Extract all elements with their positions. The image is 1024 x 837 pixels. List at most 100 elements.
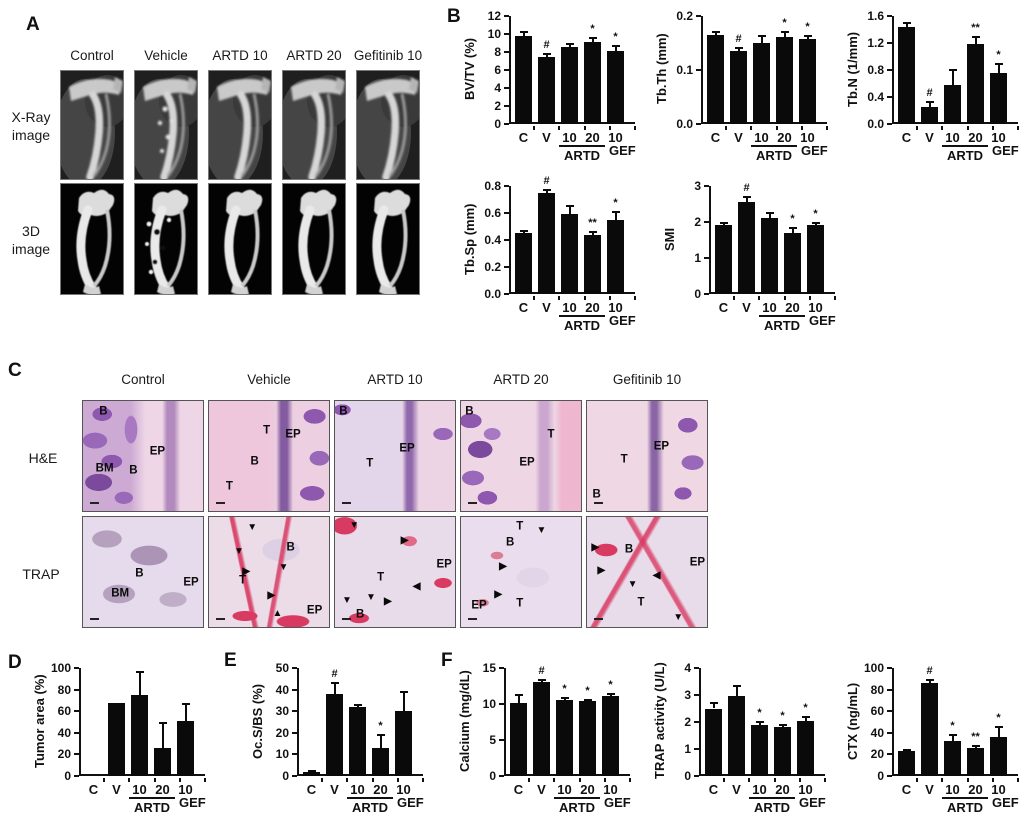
error-bar-cap [399, 690, 408, 693]
y-tick-label: 80 [57, 682, 71, 697]
panel-c-column-header-gefitinib-10: Gefitinib 10 [612, 372, 682, 387]
error-bar [522, 32, 525, 36]
x-group-label-artd: ARTD [942, 145, 988, 164]
plot-area-trapact: 0 1 2 3 4 C V * 10 * 20 * 10 ARTD GEF [669, 660, 839, 816]
x-category-label: 20 [580, 782, 595, 797]
arrowhead-icon: ▼ [247, 522, 258, 533]
panel-a-column-header-vehicle: Vehicle [144, 48, 188, 63]
y-tick [887, 753, 892, 756]
significance-mark: # [735, 32, 742, 45]
bar-ocsbs-10 [395, 711, 412, 776]
tissue-label-ep: EP [689, 556, 706, 569]
arrowhead-icon: ▼ [349, 519, 360, 531]
x-category-label: C [306, 782, 317, 797]
he-image-control: B EP BM B [82, 400, 204, 512]
x-tick [1017, 778, 1019, 782]
arrowhead-icon: ▶ [383, 595, 392, 607]
error-bar-cap [376, 733, 385, 736]
error-bar-cap [755, 721, 764, 723]
axis-title-smi: SMI [662, 227, 677, 251]
bar-trapact-10 [797, 720, 814, 776]
x-tick [916, 778, 919, 782]
error-bar-cap [801, 715, 810, 718]
x-category-label: C [708, 782, 719, 797]
significance-mark: * [790, 213, 795, 226]
error-bar [714, 31, 717, 35]
bar-smi-v [738, 202, 755, 294]
y-tick [504, 266, 509, 268]
plot-area-ocsbs: 0 10 20 30 40 50 C # V 10 * 20 10 ARTD GEF [267, 660, 437, 816]
plot-area-bvtv: 0 2 4 6 8 10 12 C # V 10 * 20 * 10 ARTD GEF [479, 8, 649, 164]
error-bar [517, 694, 520, 704]
x-tick [758, 296, 761, 300]
x-category-label: 20 [155, 782, 170, 797]
x-category-label: 10 [557, 782, 572, 797]
xray-image-gefitinib-10 [356, 70, 420, 180]
x-group-label-artd: ARTD [559, 315, 605, 334]
3d-image-control [60, 183, 124, 295]
y-tick-label: 100 [863, 661, 884, 675]
error-bar-cap [948, 69, 957, 71]
error-bar [545, 53, 548, 58]
tissue-label-ep: EP [653, 440, 670, 453]
significance-mark: * [562, 683, 567, 696]
x-category-label: V [742, 300, 751, 315]
x-group-label-artd: ARTD [129, 797, 175, 816]
tissue-label-ep: EP [183, 576, 199, 589]
error-bar-cap [742, 195, 751, 198]
panel-c-row-label-trap: TRAP [22, 566, 60, 582]
bar-bvtv-20 [584, 42, 601, 124]
y-tick-label: 0.0 [676, 117, 693, 131]
x-group-label-gef: GEF [992, 795, 1019, 810]
error-bar-cap [780, 30, 789, 33]
tissue-label-t: T [516, 520, 524, 533]
significance-mark: ** [588, 216, 597, 229]
x-group-label-gef: GEF [992, 143, 1019, 158]
significance-mark: * [803, 701, 808, 714]
scale-bar [468, 502, 477, 504]
bar-tbn-c [898, 26, 915, 124]
x-tick [153, 778, 156, 782]
error-bar-cap [158, 722, 167, 725]
bar-tbth-10 [799, 38, 816, 124]
error-bar-cap [588, 230, 597, 233]
y-tick-label: 1.2 [867, 36, 884, 50]
plot-area-tbn: 0.0 0.4 0.8 1.2 1.6 C # V 10 ** 20 * 10 ARTD GEF [862, 8, 1024, 164]
panel-e-label: E [224, 650, 237, 671]
x-category-label: 10 [608, 130, 623, 145]
error-bar-cap [925, 101, 934, 104]
x-category-label: 10 [991, 130, 1006, 145]
y-tick [504, 15, 509, 17]
significance-mark: * [805, 20, 810, 33]
x-tick [608, 296, 611, 300]
bar-ctx-v [921, 683, 938, 776]
y-tick-label: 20 [57, 747, 71, 762]
bar-bvtv-10 [561, 46, 578, 124]
significance-mark: * [378, 719, 383, 732]
chart-smi: SMI 0 1 2 3 C # V 10 * 20 * 10 ARTD GEF [660, 178, 849, 334]
x-tick [834, 296, 836, 300]
x-category-label: 10 [945, 782, 960, 797]
x-tick [128, 778, 131, 782]
bar-tbsp-10 [607, 219, 624, 294]
error-bar [768, 213, 771, 219]
panel-d-label: D [8, 652, 22, 673]
x-category-label: 20 [585, 130, 600, 145]
y-tick-label: 0 [282, 769, 289, 783]
x-category-label: 10 [800, 130, 815, 145]
error-bar-cap [925, 678, 934, 681]
y-tick [504, 69, 509, 71]
chart-tbn: Tb.N (1/mm) 0.0 0.4 0.8 1.2 1.6 C # V 10 ** 20 * 10 AR… [843, 8, 1024, 164]
axis-title-ocsbs: Oc.S/BS (%) [250, 683, 265, 759]
y-tick [292, 753, 297, 756]
bar-ctx-20 [967, 747, 984, 776]
bar-ocsbs-10 [349, 706, 366, 776]
tissue-label-b: B [465, 405, 474, 418]
tissue-label-t: T [366, 456, 374, 469]
x-category-label: 10 [945, 130, 960, 145]
panel-a-label: A [26, 14, 40, 35]
y-tick [292, 688, 297, 691]
y-tick-label: 0.8 [484, 179, 501, 193]
chart-ctx: CTX (ng/mL) 0 20 40 60 80 100 C # V * 10 ** 20 * 10 ARTD… [843, 660, 1024, 816]
error-bar-cap [902, 22, 911, 25]
